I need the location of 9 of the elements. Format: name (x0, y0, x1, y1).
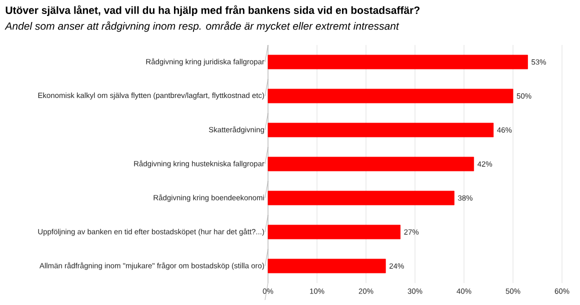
bar (268, 190, 454, 206)
bar (268, 258, 386, 274)
chart-subtitle: Andel som anser att rådgivning inom resp. område är mycket eller extremt intressant (4, 21, 400, 32)
bar (268, 88, 514, 104)
bar (268, 224, 401, 240)
bar (268, 156, 474, 172)
chart-title: Utöver själva lånet, vad vill du ha hjälp med från bankens sida vid en bostadsaffär? (6, 5, 420, 16)
bar (268, 122, 494, 138)
bar (268, 54, 528, 70)
